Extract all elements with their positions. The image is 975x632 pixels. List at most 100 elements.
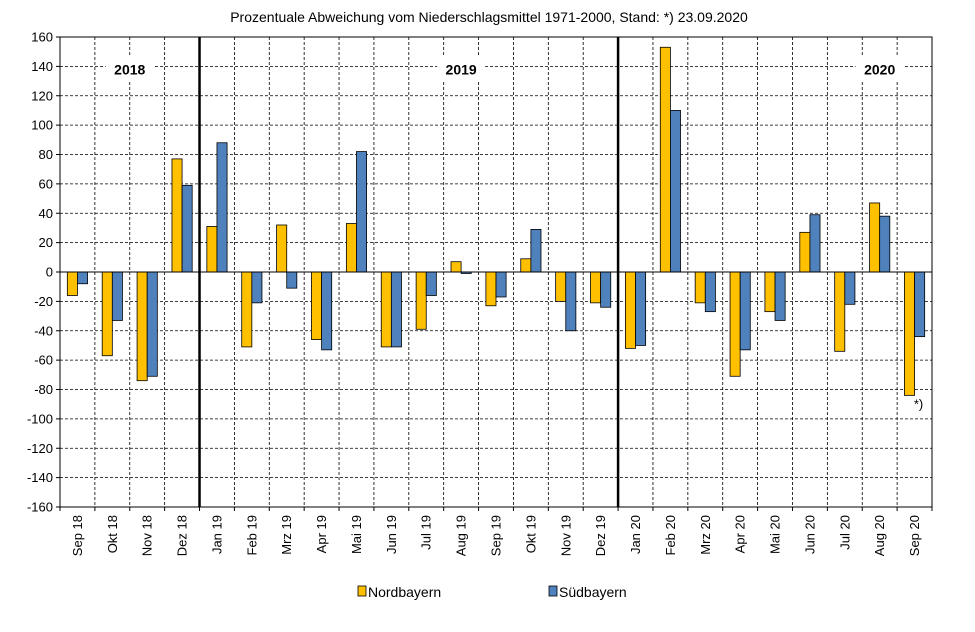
x-tick-label: Dez 18 xyxy=(175,515,190,556)
legend: Nordbayern Südbayern xyxy=(357,584,627,600)
x-tick-label: Aug 19 xyxy=(454,515,469,556)
bar-suedbayern xyxy=(251,271,263,304)
x-tick-label: Sep 19 xyxy=(489,515,504,556)
bar-nordbayern xyxy=(311,271,323,340)
bar-nordbayern xyxy=(136,271,148,382)
x-tick-label: Nov 18 xyxy=(140,515,155,556)
bar-nordbayern xyxy=(345,223,357,273)
y-tick-label: 40 xyxy=(39,206,53,221)
bar-nordbayern xyxy=(380,271,392,348)
x-tick-label: Mai 20 xyxy=(768,515,783,554)
bar-nordbayern xyxy=(241,271,253,348)
year-label: 2018 xyxy=(114,61,145,77)
bar-suedbayern xyxy=(216,142,228,273)
bar-suedbayern xyxy=(530,229,542,273)
y-tick-label: 160 xyxy=(31,30,53,45)
x-tick-label: Apr 20 xyxy=(733,515,748,553)
x-tick-label: Nov 19 xyxy=(558,515,573,556)
bar-nordbayern xyxy=(206,226,218,273)
year-label-box xyxy=(437,56,486,81)
y-tick-label: 120 xyxy=(31,88,53,103)
bar-nordbayern xyxy=(694,271,706,304)
bar-suedbayern xyxy=(704,271,716,313)
bar-suedbayern xyxy=(390,271,402,348)
x-tick-label: Mai 19 xyxy=(349,515,364,554)
legend-label-suedbayern: Südbayern xyxy=(559,584,627,600)
year-label-box xyxy=(105,56,154,81)
bar-nordbayern xyxy=(729,271,741,377)
bar-nordbayern xyxy=(659,46,671,273)
y-tick-label: 140 xyxy=(31,59,53,74)
y-tick-label: 80 xyxy=(39,147,53,162)
x-tick-label: Dez 19 xyxy=(593,515,608,556)
y-tick-label: -160 xyxy=(27,500,53,515)
bar-nordbayern xyxy=(276,224,288,273)
bar-nordbayern xyxy=(625,271,636,349)
bar-nordbayern xyxy=(485,271,497,307)
year-label-box xyxy=(855,56,904,81)
bar-nordbayern xyxy=(904,271,915,396)
x-tick-label: Feb 20 xyxy=(663,515,678,555)
bar-nordbayern xyxy=(834,271,846,352)
bar-suedbayern xyxy=(111,271,123,321)
bar-suedbayern xyxy=(181,184,193,273)
bar-suedbayern xyxy=(635,271,647,346)
y-tick-label: -100 xyxy=(27,411,53,426)
y-tick-label: -60 xyxy=(34,353,53,368)
bar-suedbayern xyxy=(774,271,786,321)
bar-nordbayern xyxy=(520,258,532,273)
bar-nordbayern xyxy=(450,261,462,273)
year-label: 2019 xyxy=(446,61,477,77)
x-tick-label: Sep 18 xyxy=(70,515,85,556)
y-tick-label: 0 xyxy=(46,265,53,280)
bar-nordbayern xyxy=(66,271,78,296)
bar-suedbayern xyxy=(146,271,158,377)
bar-nordbayern xyxy=(764,271,776,313)
legend-label-nordbayern: Nordbayern xyxy=(368,584,441,600)
bar-suedbayern xyxy=(670,110,681,273)
footnote-marker: *) xyxy=(914,397,923,412)
y-tick-label: -40 xyxy=(34,323,53,338)
x-tick-label: Okt 19 xyxy=(523,515,538,553)
x-tick-label: Jan 19 xyxy=(209,515,224,554)
bar-suedbayern xyxy=(356,151,367,273)
x-tick-label: Jun 20 xyxy=(802,515,817,554)
x-tick-label: Jul 20 xyxy=(837,515,852,550)
x-tick-label: Okt 18 xyxy=(105,515,120,553)
bar-suedbayern xyxy=(914,271,926,338)
bar-suedbayern xyxy=(495,271,507,298)
x-tick-label: Feb 19 xyxy=(244,515,259,555)
plot-area: 160 140 120 100 80 60 40 20 0 -20 -40 -60 -80 -100 -12… xyxy=(27,30,933,556)
year-label: 2020 xyxy=(864,61,895,77)
x-tick-label: Mrz 19 xyxy=(279,515,294,555)
bar-nordbayern xyxy=(171,158,183,273)
bar-nordbayern xyxy=(415,271,427,330)
bar-suedbayern xyxy=(321,271,333,351)
x-tick-label: Jan 20 xyxy=(628,515,643,554)
bar-suedbayern xyxy=(739,271,751,351)
bar-nordbayern xyxy=(799,231,811,273)
x-tick-label: Aug 20 xyxy=(872,515,887,556)
bar-nordbayern xyxy=(869,202,881,273)
y-tick-label: -20 xyxy=(34,294,53,309)
x-tick-label: Sep 20 xyxy=(907,515,922,556)
y-tick-label: 20 xyxy=(39,235,53,250)
x-tick-label: Jul 19 xyxy=(419,515,434,550)
x-tick-label: Jun 19 xyxy=(384,515,399,554)
bar-suedbayern xyxy=(286,271,298,289)
bar-nordbayern xyxy=(101,271,113,357)
legend-swatch-suedbayern xyxy=(548,585,558,597)
bar-nordbayern xyxy=(555,271,567,302)
y-tick-label: 100 xyxy=(31,118,53,133)
bar-suedbayern xyxy=(844,271,856,305)
bar-suedbayern xyxy=(565,271,577,332)
bar-nordbayern xyxy=(590,271,602,304)
bar-suedbayern xyxy=(809,214,821,273)
bar-suedbayern xyxy=(77,271,88,285)
bar-suedbayern xyxy=(600,271,612,308)
y-tick-label: -80 xyxy=(34,382,53,397)
bar-suedbayern xyxy=(879,215,891,273)
x-tick-label: Mrz 20 xyxy=(698,515,713,555)
x-tick-label: Apr 19 xyxy=(314,515,329,553)
y-tick-label: 60 xyxy=(39,176,53,191)
